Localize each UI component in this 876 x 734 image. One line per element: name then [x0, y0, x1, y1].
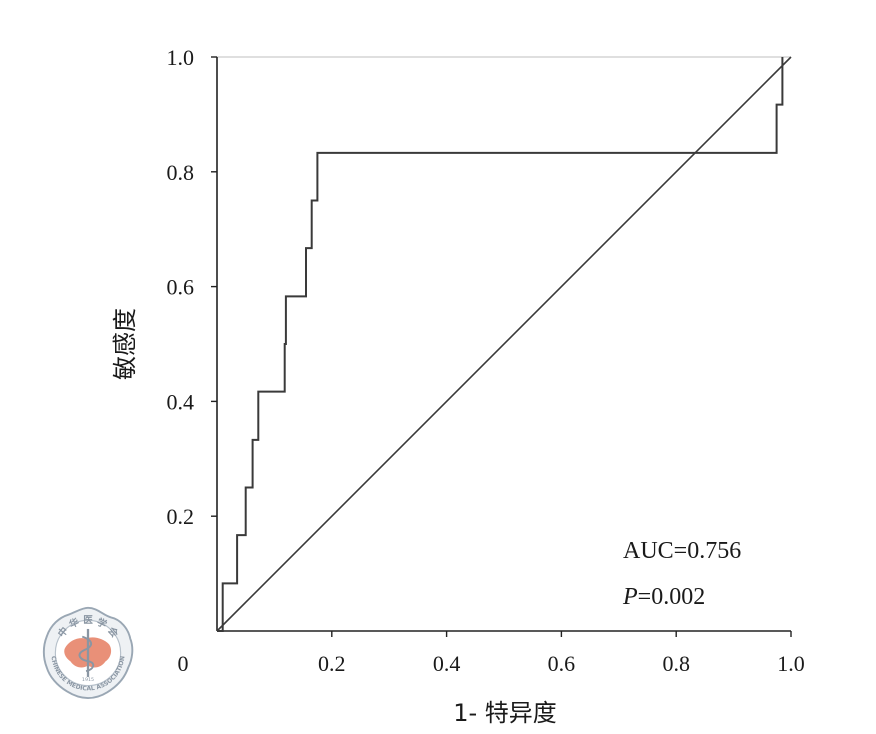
x-tick-label: 0.4	[433, 651, 461, 676]
x-tick-label: 0.8	[662, 651, 690, 676]
p-symbol: P	[622, 584, 638, 610]
auc-annotation: AUC=0.756	[623, 538, 741, 564]
p-value-annotation: P=0.002	[622, 584, 705, 610]
plot-area: 0.2 0.4 0.6 0.8 1.0 0.2 0.4 0.6 0.8 1.0	[167, 45, 805, 676]
x-tick-label: 1.0	[777, 651, 805, 676]
y-tick-label: 0.6	[167, 275, 195, 300]
p-value: =0.002	[638, 584, 706, 610]
y-tick-label: 0.2	[167, 504, 195, 529]
roc-curve-line	[217, 57, 784, 632]
chinese-medical-association-seal: 中 华 医 学 会 CHINESE MEDICAL ASSOCIATION 19…	[42, 606, 134, 700]
y-axis-title: 敏感度	[111, 308, 139, 380]
y-tick-label: 0.4	[167, 389, 195, 414]
y-tick-label: 1.0	[167, 45, 195, 70]
x-axis-title: 1- 特异度	[453, 699, 557, 727]
origin-label: 0	[178, 651, 189, 676]
x-tick-label: 0.2	[318, 651, 346, 676]
x-tick-label: 0.6	[548, 651, 576, 676]
seal-year: 1915	[82, 677, 94, 683]
y-tick-label: 0.8	[167, 160, 195, 185]
